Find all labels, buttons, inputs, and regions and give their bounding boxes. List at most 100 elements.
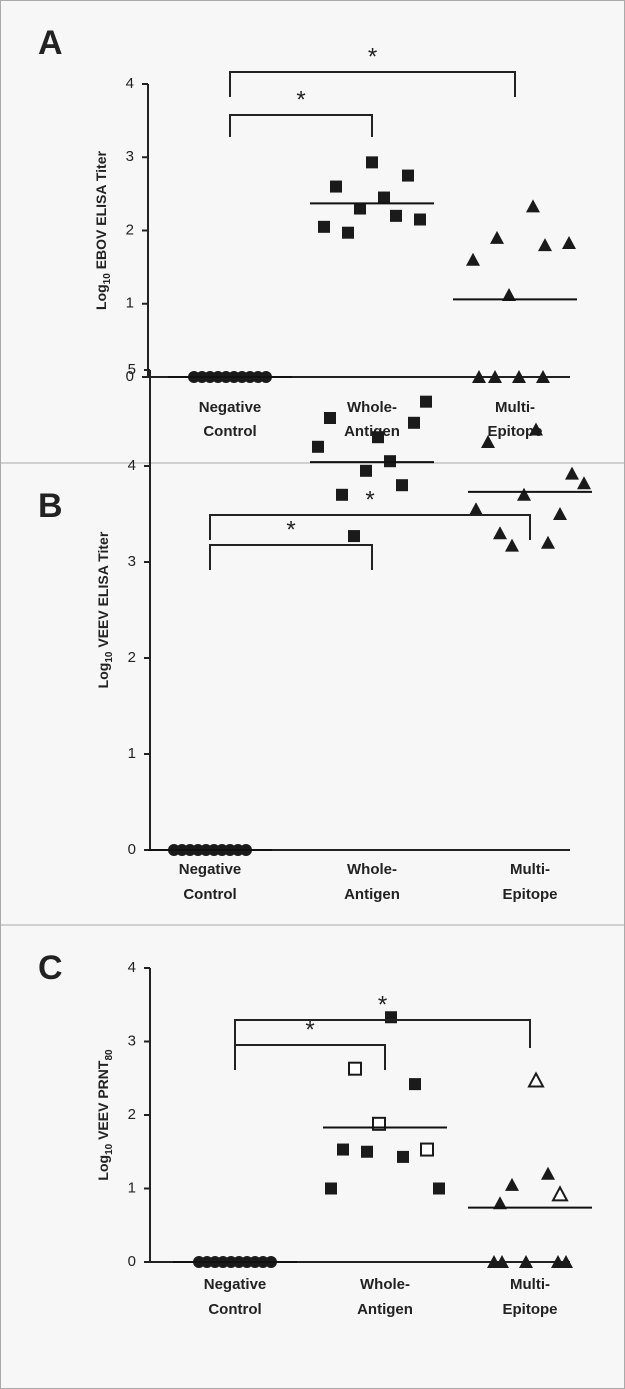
- y-axis-label: Log10 VEEV ELISA Titer: [95, 531, 115, 688]
- data-point: [354, 202, 366, 215]
- data-point: [366, 156, 378, 169]
- y-tick-label: 3: [126, 148, 134, 165]
- x-tick-label: Epitope: [488, 423, 543, 440]
- y-axis-label-part: VEEV PRNT: [95, 1060, 111, 1144]
- data-point: [360, 464, 372, 477]
- y-tick-label: 4: [128, 457, 136, 474]
- significance-bracket: [234, 1044, 386, 1070]
- significance-bracket: [209, 514, 531, 540]
- x-tick-label: Negative: [179, 861, 242, 878]
- y-tick-label: 2: [126, 221, 134, 238]
- y-tick-label: 0: [128, 1253, 136, 1270]
- data-point: [469, 502, 483, 516]
- y-axis-label-part: Log: [95, 663, 111, 689]
- data-point: [541, 1166, 555, 1180]
- data-point: [336, 488, 348, 501]
- y-tick-label: 1: [128, 1179, 136, 1196]
- data-point: [527, 1071, 545, 1088]
- data-point: [512, 370, 526, 383]
- data-point: [342, 226, 354, 239]
- significance-label: *: [286, 516, 295, 543]
- x-tick-label: Antigen: [344, 886, 400, 903]
- x-tick-label: Whole-: [360, 1276, 410, 1293]
- x-tick-label: Control: [203, 423, 256, 440]
- data-point: [505, 1177, 519, 1191]
- significance-bracket: [234, 1019, 531, 1048]
- data-point: [536, 370, 550, 383]
- y-tick-label: 2: [128, 1106, 136, 1123]
- significance-bracket: [209, 544, 373, 570]
- y-axis-label-part: Log: [95, 1155, 111, 1181]
- y-axis-label: Log10 VEEV PRNT80: [95, 1049, 115, 1181]
- data-point: [526, 199, 540, 213]
- y-tick-label: 4: [126, 75, 134, 92]
- data-point: [538, 238, 552, 252]
- data-point: [488, 370, 502, 383]
- y-axis-label-subscript: 10: [104, 651, 115, 663]
- data-point: [565, 466, 579, 480]
- y-tick-label: 5: [128, 361, 136, 378]
- data-point: [390, 209, 402, 222]
- data-point: [324, 412, 336, 424]
- data-point: [318, 220, 330, 233]
- significance-bracket: [229, 71, 516, 97]
- y-axis-label-part: VEEV ELISA Titer: [95, 531, 111, 651]
- significance-label: *: [368, 43, 377, 70]
- panel-label: B: [38, 487, 63, 525]
- x-tick-label: Negative: [204, 1276, 267, 1293]
- y-axis-label: Log10 EBOV ELISA Titer: [93, 150, 113, 309]
- data-point: [493, 526, 507, 540]
- data-point: [361, 1145, 373, 1158]
- data-point: [517, 487, 531, 501]
- data-point: [519, 1255, 533, 1268]
- data-point: [466, 252, 480, 266]
- data-point: [493, 1196, 507, 1210]
- data-point: [577, 476, 591, 490]
- data-point: [562, 235, 576, 249]
- data-point: [553, 507, 567, 520]
- y-tick-label: 4: [128, 959, 136, 976]
- data-point: [495, 1255, 509, 1268]
- significance-label: *: [296, 86, 305, 113]
- data-point: [402, 169, 414, 182]
- data-point: [490, 230, 504, 244]
- y-tick-label: 0: [128, 841, 136, 858]
- y-axis-label-subscript: 10: [104, 1143, 115, 1155]
- data-point: [420, 1142, 434, 1157]
- x-tick-label: Multi-: [510, 861, 550, 878]
- data-point: [481, 435, 495, 448]
- x-tick-label: Multi-: [495, 399, 535, 416]
- data-point: [559, 1255, 573, 1268]
- data-point: [529, 422, 543, 436]
- data-point: [502, 287, 516, 301]
- data-point: [348, 530, 360, 543]
- data-point: [396, 479, 408, 492]
- y-axis-label-subscript: 80: [104, 1049, 115, 1061]
- data-point: [372, 431, 384, 444]
- significance-label: *: [365, 486, 374, 513]
- y-axis-label-part: Log: [93, 284, 109, 310]
- significance-label: *: [378, 991, 387, 1018]
- y-tick-label: 3: [128, 1032, 136, 1049]
- data-point: [408, 416, 420, 429]
- x-tick-label: Multi-: [510, 1276, 550, 1293]
- data-point: [505, 538, 519, 552]
- data-point: [472, 370, 486, 383]
- data-point: [312, 440, 324, 453]
- x-tick-label: Negative: [199, 399, 262, 416]
- x-tick-label: Control: [208, 1301, 261, 1318]
- x-tick-label: Control: [183, 886, 236, 903]
- y-tick-label: 0: [126, 368, 134, 385]
- data-point: [330, 180, 342, 193]
- data-point: [541, 535, 555, 549]
- data-point: [348, 1061, 362, 1076]
- x-tick-label: Whole-: [347, 861, 397, 878]
- data-point: [409, 1078, 421, 1091]
- significance-bracket: [229, 114, 373, 137]
- data-point: [433, 1182, 445, 1195]
- y-axis-label-part: EBOV ELISA Titer: [93, 150, 109, 273]
- y-tick-label: 3: [128, 553, 136, 570]
- x-tick-label: Epitope: [503, 886, 558, 903]
